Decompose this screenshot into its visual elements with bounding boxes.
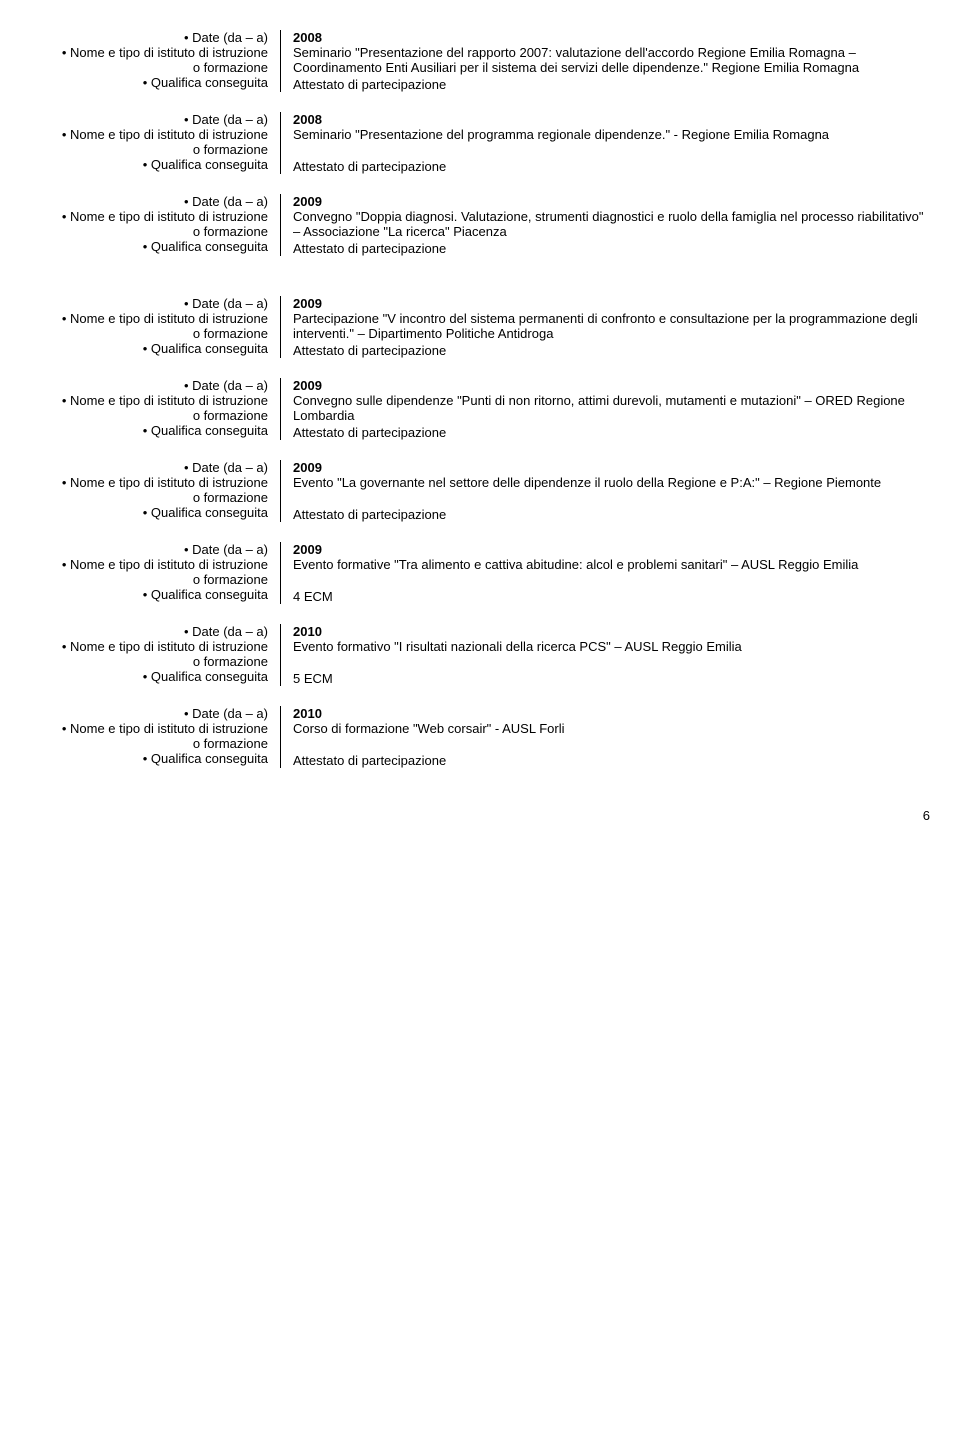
entry-values: 2009Evento formative "Tra alimento e cat… (280, 542, 930, 604)
cv-entry: • Date (da – a)• Nome e tipo di istituto… (30, 542, 930, 604)
date-value: 2008 (293, 30, 930, 45)
entry-labels: • Date (da – a)• Nome e tipo di istituto… (30, 624, 280, 686)
date-label: • Date (da – a) (30, 542, 268, 557)
institution-label-line1: • Nome e tipo di istituto di istruzione (30, 45, 268, 60)
date-value: 2008 (293, 112, 930, 127)
entry-values: 2008Seminario "Presentazione del program… (280, 112, 930, 174)
institution-value: Seminario "Presentazione del programma r… (293, 127, 930, 159)
entry-values: 2008Seminario "Presentazione del rapport… (280, 30, 930, 92)
institution-label-line1: • Nome e tipo di istituto di istruzione (30, 557, 268, 572)
cv-entry: • Date (da – a)• Nome e tipo di istituto… (30, 112, 930, 174)
qualification-label: • Qualifica conseguita (30, 341, 268, 356)
entry-labels: • Date (da – a)• Nome e tipo di istituto… (30, 30, 280, 92)
qualification-label: • Qualifica conseguita (30, 587, 268, 602)
institution-value: Seminario "Presentazione del rapporto 20… (293, 45, 930, 77)
qualification-label: • Qualifica conseguita (30, 751, 268, 766)
institution-label-line2: o formazione (30, 490, 268, 505)
cv-entry: • Date (da – a)• Nome e tipo di istituto… (30, 296, 930, 358)
cv-entry: • Date (da – a)• Nome e tipo di istituto… (30, 194, 930, 256)
date-label: • Date (da – a) (30, 296, 268, 311)
page-number: 6 (30, 808, 930, 823)
institution-value: Partecipazione "V incontro del sistema p… (293, 311, 930, 343)
institution-value: Convegno sulle dipendenze "Punti di non … (293, 393, 930, 425)
date-value: 2009 (293, 542, 930, 557)
entry-labels: • Date (da – a)• Nome e tipo di istituto… (30, 460, 280, 522)
date-label: • Date (da – a) (30, 30, 268, 45)
entry-labels: • Date (da – a)• Nome e tipo di istituto… (30, 112, 280, 174)
entry-values: 2009Convegno "Doppia diagnosi. Valutazio… (280, 194, 930, 256)
qualification-label: • Qualifica conseguita (30, 157, 268, 172)
date-value: 2010 (293, 706, 930, 721)
cv-entry: • Date (da – a)• Nome e tipo di istituto… (30, 30, 930, 92)
entry-values: 2010Evento formativo "I risultati nazion… (280, 624, 930, 686)
institution-value: Convegno "Doppia diagnosi. Valutazione, … (293, 209, 930, 241)
qualification-label: • Qualifica conseguita (30, 505, 268, 520)
date-value: 2009 (293, 378, 930, 393)
qualification-value: Attestato di partecipazione (293, 159, 930, 174)
date-label: • Date (da – a) (30, 378, 268, 393)
qualification-value: Attestato di partecipazione (293, 753, 930, 768)
date-value: 2009 (293, 460, 930, 475)
institution-label-line2: o formazione (30, 654, 268, 669)
institution-label-line1: • Nome e tipo di istituto di istruzione (30, 639, 268, 654)
institution-label-line2: o formazione (30, 60, 268, 75)
institution-value: Corso di formazione "Web corsair" - AUSL… (293, 721, 930, 753)
entry-labels: • Date (da – a)• Nome e tipo di istituto… (30, 706, 280, 768)
institution-label-line1: • Nome e tipo di istituto di istruzione (30, 209, 268, 224)
qualification-value: Attestato di partecipazione (293, 425, 930, 440)
date-label: • Date (da – a) (30, 112, 268, 127)
entry-values: 2009Partecipazione "V incontro del siste… (280, 296, 930, 358)
date-value: 2009 (293, 296, 930, 311)
entry-labels: • Date (da – a)• Nome e tipo di istituto… (30, 378, 280, 440)
institution-label-line2: o formazione (30, 736, 268, 751)
entry-values: 2010Corso di formazione "Web corsair" - … (280, 706, 930, 768)
institution-value: Evento formative "Tra alimento e cattiva… (293, 557, 930, 589)
qualification-value: 5 ECM (293, 671, 930, 686)
institution-label-line1: • Nome e tipo di istituto di istruzione (30, 311, 268, 326)
qualification-value: Attestato di partecipazione (293, 77, 930, 92)
institution-label-line2: o formazione (30, 224, 268, 239)
institution-value: Evento "La governante nel settore delle … (293, 475, 930, 507)
entry-values: 2009Evento "La governante nel settore de… (280, 460, 930, 522)
date-value: 2009 (293, 194, 930, 209)
institution-label-line2: o formazione (30, 142, 268, 157)
cv-entry: • Date (da – a)• Nome e tipo di istituto… (30, 624, 930, 686)
institution-label-line1: • Nome e tipo di istituto di istruzione (30, 721, 268, 736)
date-value: 2010 (293, 624, 930, 639)
date-label: • Date (da – a) (30, 194, 268, 209)
qualification-label: • Qualifica conseguita (30, 75, 268, 90)
institution-label-line1: • Nome e tipo di istituto di istruzione (30, 127, 268, 142)
qualification-value: Attestato di partecipazione (293, 507, 930, 522)
entry-values: 2009Convegno sulle dipendenze "Punti di … (280, 378, 930, 440)
qualification-value: Attestato di partecipazione (293, 343, 930, 358)
entry-labels: • Date (da – a)• Nome e tipo di istituto… (30, 542, 280, 604)
qualification-label: • Qualifica conseguita (30, 669, 268, 684)
cv-entry: • Date (da – a)• Nome e tipo di istituto… (30, 460, 930, 522)
date-label: • Date (da – a) (30, 460, 268, 475)
date-label: • Date (da – a) (30, 706, 268, 721)
cv-entry: • Date (da – a)• Nome e tipo di istituto… (30, 378, 930, 440)
institution-label-line2: o formazione (30, 326, 268, 341)
entry-labels: • Date (da – a)• Nome e tipo di istituto… (30, 296, 280, 358)
institution-label-line2: o formazione (30, 572, 268, 587)
date-label: • Date (da – a) (30, 624, 268, 639)
institution-label-line2: o formazione (30, 408, 268, 423)
qualification-value: 4 ECM (293, 589, 930, 604)
qualification-label: • Qualifica conseguita (30, 239, 268, 254)
institution-value: Evento formativo "I risultati nazionali … (293, 639, 930, 671)
entry-labels: • Date (da – a)• Nome e tipo di istituto… (30, 194, 280, 256)
qualification-value: Attestato di partecipazione (293, 241, 930, 256)
institution-label-line1: • Nome e tipo di istituto di istruzione (30, 393, 268, 408)
cv-entry: • Date (da – a)• Nome e tipo di istituto… (30, 706, 930, 768)
qualification-label: • Qualifica conseguita (30, 423, 268, 438)
institution-label-line1: • Nome e tipo di istituto di istruzione (30, 475, 268, 490)
